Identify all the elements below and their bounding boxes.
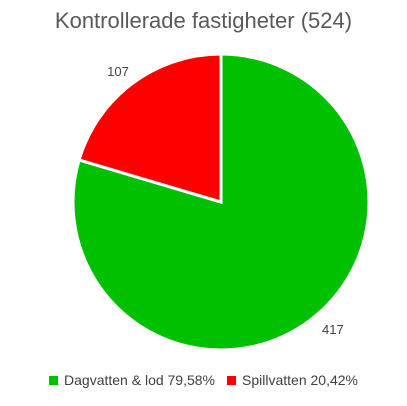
legend-label-dagvatten: Dagvatten & lod 79,58%: [64, 372, 216, 388]
legend-swatch-spillvatten: [227, 375, 237, 385]
chart-legend: Dagvatten & lod 79,58% Spillvatten 20,42…: [0, 372, 407, 388]
legend-swatch-dagvatten: [49, 375, 59, 385]
pie-slices: [71, 52, 371, 352]
data-label-dagvatten: 417: [322, 322, 344, 337]
legend-item-dagvatten: Dagvatten & lod 79,58%: [49, 372, 215, 388]
chart-title: Kontrollerade fastigheter (524): [54, 8, 353, 33]
data-label-spillvatten: 107: [107, 64, 129, 79]
legend-label-spillvatten: Spillvatten 20,42%: [242, 372, 358, 388]
pie-slice-spillvatten: [77, 52, 223, 205]
pie-data-labels: 417 107: [107, 64, 344, 337]
legend-item-spillvatten: Spillvatten 20,42%: [227, 372, 358, 388]
